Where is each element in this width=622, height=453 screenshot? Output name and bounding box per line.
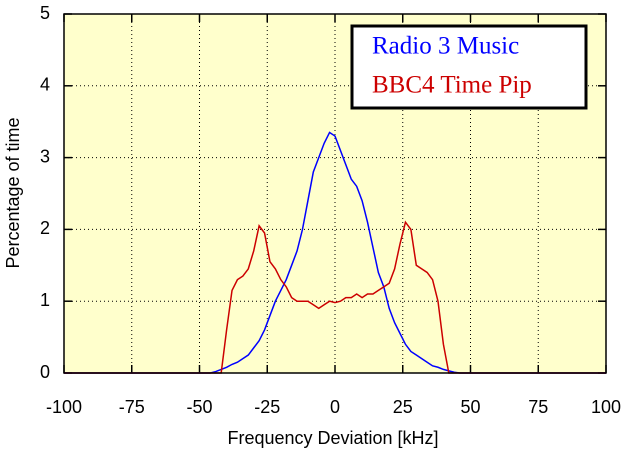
legend-label: Radio 3 Music — [372, 33, 519, 60]
x-tick-label: -50 — [186, 397, 212, 417]
x-tick-label: 25 — [393, 397, 413, 417]
legend: Radio 3 Music BBC4 Time Pip — [350, 24, 588, 110]
legend-box — [350, 24, 588, 110]
x-tick-label: 50 — [460, 397, 480, 417]
y-tick-label: 5 — [40, 3, 50, 23]
data-line — [64, 131, 606, 374]
x-tick-label: -25 — [254, 397, 280, 417]
x-tick-label: 75 — [528, 397, 548, 417]
legend-label: BBC4 Time Pip — [372, 72, 532, 99]
x-tick-label: 100 — [591, 397, 621, 417]
y-tick-label: 1 — [40, 290, 50, 310]
y-tick-label: 2 — [40, 218, 50, 238]
y-tick-label: 4 — [40, 75, 50, 95]
y-axis-label: Percentage of time — [3, 117, 23, 268]
plot-frame — [63, 13, 607, 374]
x-tick-label: -100 — [46, 397, 82, 417]
y-tick-label: 3 — [40, 146, 50, 166]
y-tick-label: 0 — [40, 362, 50, 382]
x-tick-label: 0 — [330, 397, 340, 417]
x-axis-label: Frequency Deviation [kHz] — [227, 428, 438, 448]
x-tick-label: -75 — [119, 397, 145, 417]
data-line — [64, 220, 606, 374]
